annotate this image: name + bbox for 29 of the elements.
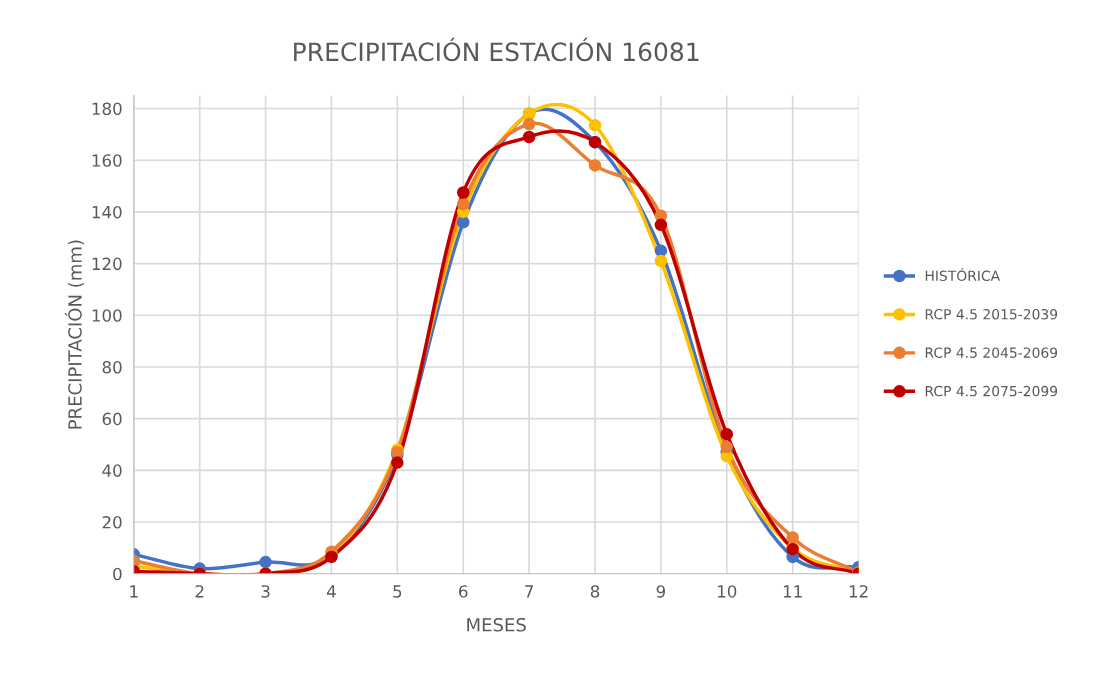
y-tick-label: 180 — [92, 102, 122, 116]
x-tick-label: 2 — [195, 585, 204, 598]
legend-label: RCP 4.5 2045-2069 — [925, 347, 1058, 358]
x-tick-label: 1 — [130, 585, 138, 598]
y-tick-label: 20 — [102, 516, 122, 529]
x-tick-label: 9 — [656, 585, 666, 598]
legend-label: HISTÓRICA — [925, 267, 1001, 282]
y-tick-label: 120 — [92, 257, 122, 271]
y-tick-label: 160 — [92, 154, 122, 167]
x-tick-label: 4 — [326, 585, 336, 598]
x-tick-label: 3 — [261, 585, 270, 598]
y-tick-label: 140 — [92, 205, 122, 219]
y-tick-label: 80 — [102, 360, 122, 374]
x-tick-label: 5 — [393, 585, 402, 598]
x-tick-label: 7 — [525, 585, 533, 598]
chart-title: PRECIPITACIÓN ESTACIÓN 16081 — [294, 37, 699, 62]
x-tick-label: 8 — [590, 585, 600, 598]
x-tick-label: 12 — [849, 585, 868, 598]
legend-label: RCP 4.5 2075-2099 — [925, 385, 1058, 397]
y-tick-label: 0 — [113, 567, 122, 581]
y-tick-label: 100 — [92, 309, 122, 322]
y-tick-label: 40 — [102, 464, 122, 477]
y-axis-title: PRECIPITACIÓN (mm) — [64, 240, 84, 429]
y-tick-label: 60 — [102, 412, 122, 426]
x-tick-label: 11 — [783, 585, 802, 598]
x-tick-label: 6 — [459, 585, 468, 598]
x-axis-title: MESES — [467, 617, 526, 632]
x-tick-label: 10 — [718, 585, 737, 598]
legend-label: RCP 4.5 2015-2039 — [925, 308, 1058, 320]
